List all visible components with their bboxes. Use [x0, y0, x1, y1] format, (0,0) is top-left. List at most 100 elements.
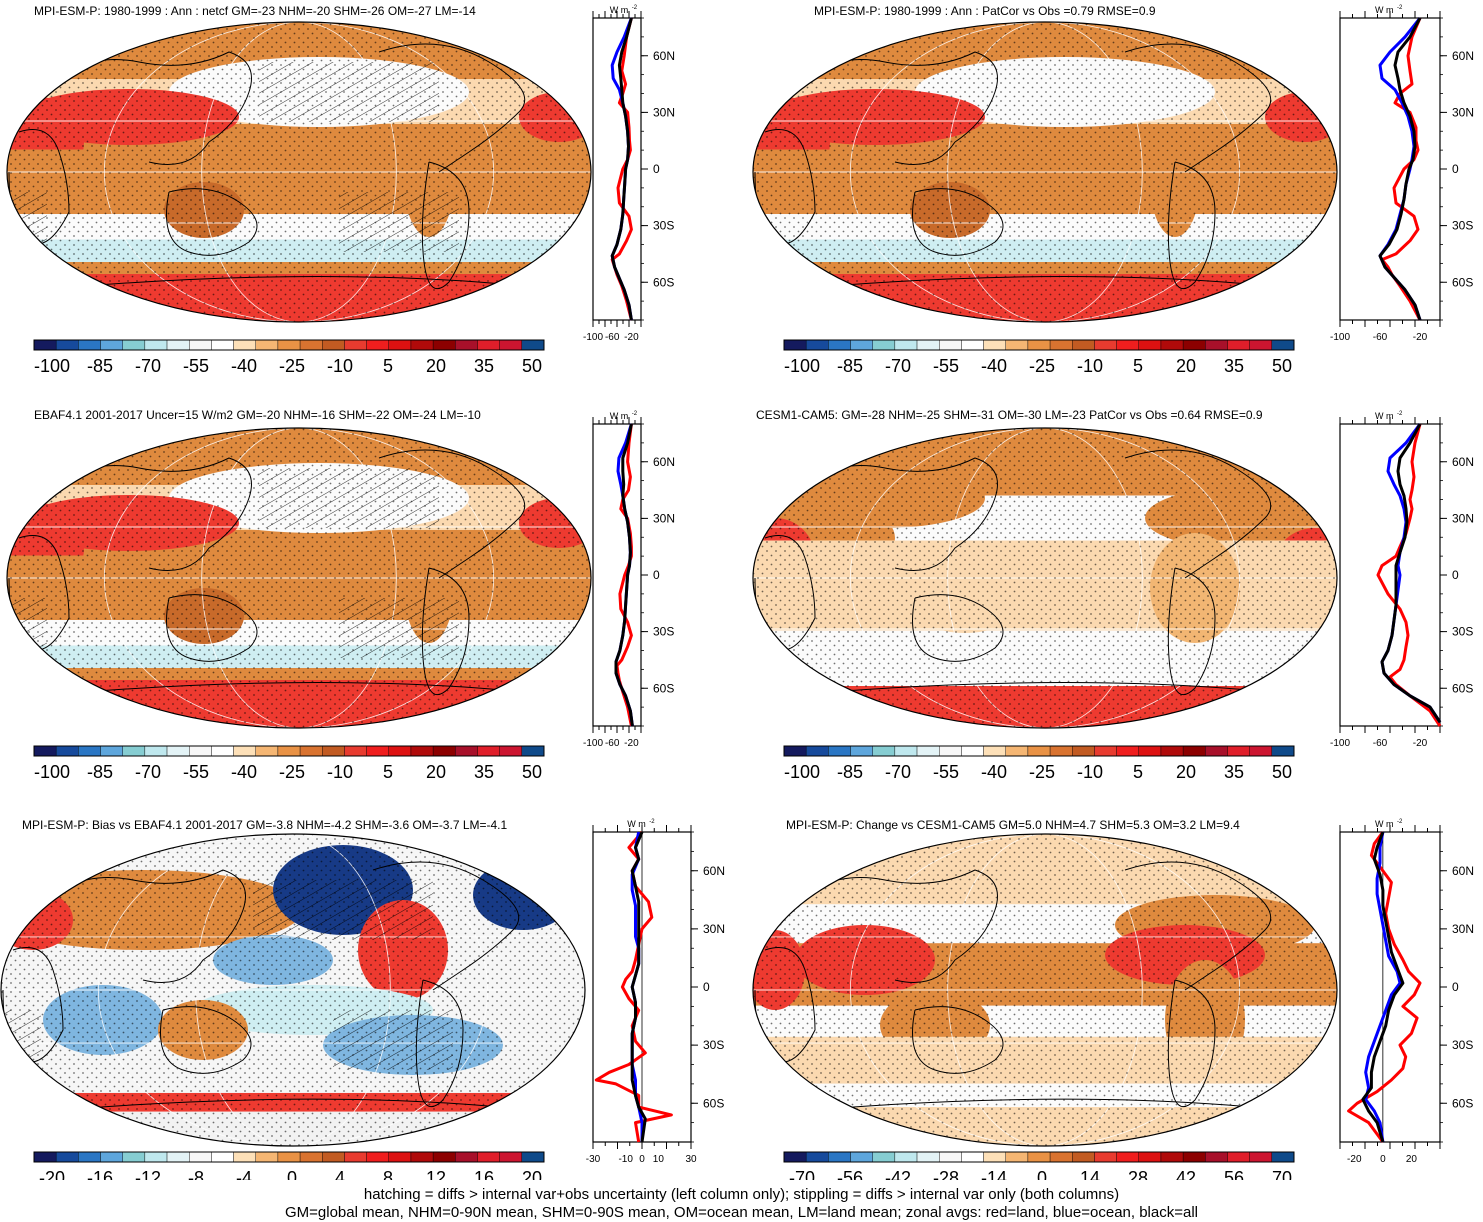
colorbar-label: -20 — [39, 1168, 65, 1180]
colorbar-swatch — [277, 745, 301, 757]
colorbar-label: -70 — [885, 762, 911, 782]
colorbar-label: 16 — [474, 1168, 494, 1180]
colorbar-swatch — [344, 339, 367, 351]
colorbar-label: -14 — [981, 1168, 1007, 1180]
colorbar-2: -100 -85 -70 -55 -40 -25 -10 5 20 35 50 — [783, 339, 1295, 376]
colorbar-swatch — [1005, 339, 1029, 351]
colorbar-swatch — [455, 339, 478, 351]
colorbar-swatch — [850, 1151, 873, 1163]
colorbar-swatch — [388, 339, 412, 351]
coastline — [1167, 567, 1216, 696]
colorbar-label: 12 — [426, 1168, 446, 1180]
zonal-panel-2: W m -2 -100 -60 -20 60N 30N 0 30S 60S — [1330, 5, 1474, 343]
map-field — [7, 428, 591, 728]
colorbar-label: 35 — [474, 762, 494, 782]
zonal-lat-label: 30N — [1452, 922, 1474, 936]
colorbar-swatch — [499, 339, 523, 351]
colorbar-swatch — [166, 1151, 190, 1163]
zonal-line-land — [1376, 423, 1442, 727]
zonal-x-tick-label: -20 — [624, 738, 639, 749]
map-field — [753, 22, 1337, 322]
colorbar-swatch — [211, 339, 234, 351]
colorbar-label: 35 — [1224, 356, 1244, 376]
colorbar-swatch — [783, 339, 807, 351]
zonal-line-land — [610, 17, 633, 321]
panel-title-6: MPI-ESM-P: Change vs CESM1-CAM5 GM=5.0 N… — [786, 818, 1240, 832]
map-field — [1, 834, 585, 1146]
colorbar-swatch — [100, 745, 123, 757]
colorbar-swatch — [299, 339, 323, 351]
hatch-region — [7, 192, 47, 242]
colorbar-swatch — [78, 745, 101, 757]
colorbar-label: -55 — [933, 356, 959, 376]
colorbar-swatch — [1094, 1151, 1117, 1163]
zonal-lat-label: 60S — [1452, 275, 1473, 289]
colorbar-label: -16 — [87, 1168, 113, 1180]
colorbar-swatch — [894, 339, 918, 351]
zonal-lat-label: 60N — [1452, 49, 1474, 63]
hatch-region — [333, 1010, 453, 1070]
colorbar-swatch — [828, 339, 851, 351]
colorbar-label: 42 — [1176, 1168, 1196, 1180]
stipple-overlay — [753, 22, 1337, 322]
colorbar-swatch — [388, 745, 412, 757]
coastline — [46, 276, 552, 290]
zonal-unit-label: W m — [610, 411, 629, 421]
colorbar-label: 35 — [474, 356, 494, 376]
colorbar-swatch — [410, 339, 434, 351]
zonal-lat-label: 60S — [653, 275, 674, 289]
colorbar-swatch — [299, 1151, 323, 1163]
colorbar-swatch — [55, 745, 79, 757]
zonal-panel-4: W m -2 -100 -60 -20 60N 30N 0 30S 60S — [1330, 411, 1474, 749]
colorbar-4: -100 -85 -70 -55 -40 -25 -10 5 20 35 50 — [783, 745, 1295, 782]
zonal-x-tick-label: 30 — [685, 1154, 697, 1165]
colorbar-label: -70 — [135, 356, 161, 376]
colorbar-swatch — [1116, 339, 1139, 351]
colorbar-label: 20 — [1176, 356, 1196, 376]
zonal-unit-label: W m — [610, 5, 629, 15]
coastline — [912, 1006, 1004, 1074]
colorbar-swatch — [828, 745, 851, 757]
colorbar-swatch — [1138, 745, 1162, 757]
footer-line-1: hatching = diffs > internal var+obs unce… — [363, 1186, 1120, 1203]
zonal-x-tick-label: 10 — [653, 1154, 665, 1165]
coastline — [48, 457, 252, 571]
colorbar-label: 50 — [1272, 356, 1292, 376]
colorbar-swatch — [1072, 745, 1095, 757]
colorbar-label: -10 — [327, 762, 353, 782]
coastline — [1167, 161, 1216, 290]
colorbar-swatch — [366, 339, 389, 351]
stipple-overlay — [753, 428, 1337, 728]
colorbar-swatch — [1271, 1151, 1295, 1163]
colorbar-swatch — [189, 1151, 212, 1163]
colorbar-label: 14 — [1080, 1168, 1100, 1180]
zonal-lat-label: 60N — [703, 864, 725, 878]
colorbar-swatch — [1005, 1151, 1029, 1163]
zonal-unit-exponent: -2 — [649, 819, 655, 825]
colorbar-swatch — [1116, 745, 1139, 757]
panel-title-2: MPI-ESM-P: 1980-1999 : Ann : PatCor vs O… — [814, 4, 1156, 18]
colorbar-swatch — [1271, 745, 1295, 757]
colorbar-swatch — [1249, 1151, 1273, 1163]
zonal-line-ocean — [1378, 17, 1422, 321]
colorbar-swatch — [55, 1151, 79, 1163]
zonal-unit-label: W m — [1375, 5, 1394, 15]
colorbar-swatch — [233, 1151, 256, 1163]
colorbar-swatch — [1027, 339, 1051, 351]
zonal-x-tick-label: -100 — [583, 332, 603, 343]
colorbar-label: -4 — [236, 1168, 252, 1180]
colorbar-label: -25 — [279, 356, 305, 376]
colorbar-label: -42 — [885, 1168, 911, 1180]
colorbar-label: -25 — [1029, 762, 1055, 782]
colorbar-swatch — [100, 1151, 123, 1163]
colorbar-label: -8 — [188, 1168, 204, 1180]
hatch-region — [1, 1010, 41, 1060]
colorbar-label: 70 — [1272, 1168, 1292, 1180]
panel-title-1: MPI-ESM-P: 1980-1999 : Ann : netcf GM=-2… — [34, 4, 476, 18]
zonal-panel-6: W m -2 -20 0 20 60N 30N 0 30S 60S — [1339, 819, 1474, 1165]
zonal-lat-label: 30N — [1452, 105, 1474, 119]
colorbar-swatch — [1049, 339, 1073, 351]
zonal-lat-label: 0 — [1452, 162, 1459, 176]
colorbar-label: -10 — [1077, 762, 1103, 782]
colorbar-swatch — [1160, 339, 1184, 351]
